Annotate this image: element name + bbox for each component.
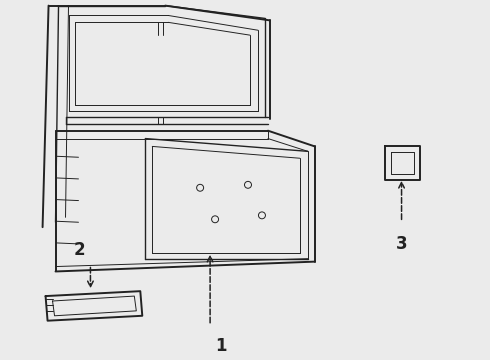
Text: 3: 3 (396, 235, 407, 253)
Text: 2: 2 (74, 241, 85, 259)
Text: 1: 1 (215, 337, 226, 355)
